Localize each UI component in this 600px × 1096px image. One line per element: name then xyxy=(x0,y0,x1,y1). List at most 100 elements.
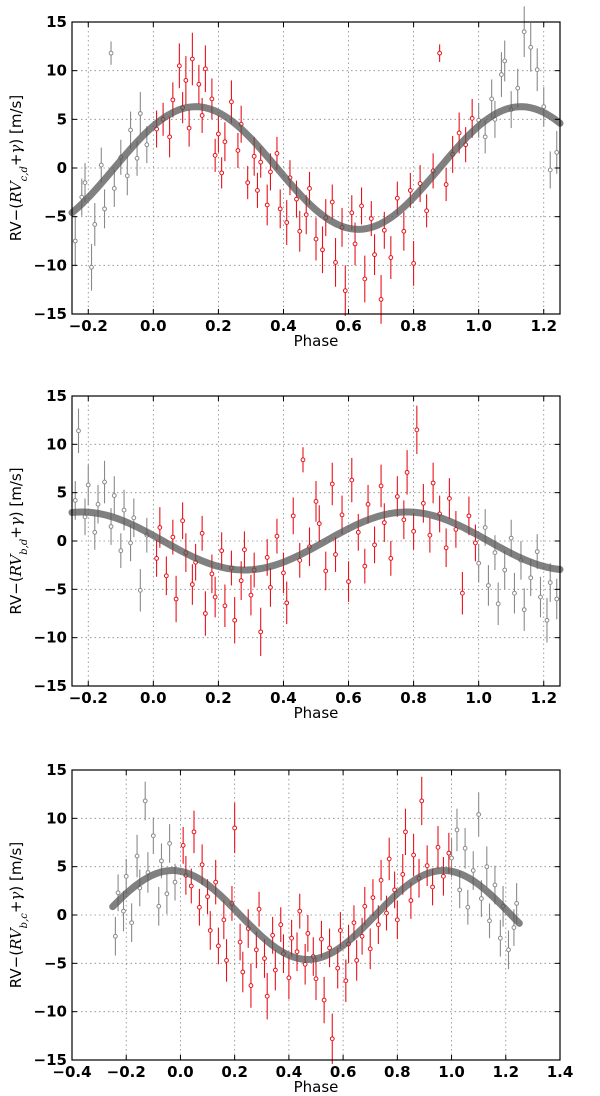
data-point xyxy=(248,592,254,598)
data-point xyxy=(277,206,283,212)
x-tick-label: −0.2 xyxy=(69,689,108,707)
data-point xyxy=(420,500,426,506)
data-point xyxy=(338,928,343,933)
data-point xyxy=(355,529,361,535)
data-point xyxy=(372,252,377,258)
data-point xyxy=(274,533,280,539)
data-point xyxy=(508,535,514,541)
y-axis-label-sub: b,c xyxy=(19,913,30,929)
y-tick-label: −5 xyxy=(44,580,67,598)
data-point xyxy=(365,501,371,507)
x-tick-label: 0.4 xyxy=(270,317,297,335)
chart-panel-1: −0.2 0.0 0.2 0.4 0.6 0.8 1.0 1.2 −15 −10 −5 0 5 10 15 P… xyxy=(7,6,564,350)
data-point xyxy=(482,134,488,140)
data-point xyxy=(441,873,446,879)
data-point xyxy=(219,170,225,176)
series-in-phase xyxy=(154,405,478,657)
data-point xyxy=(388,556,394,561)
data-point xyxy=(362,276,368,282)
data-point xyxy=(378,877,384,883)
data-point xyxy=(183,78,189,83)
data-point xyxy=(547,167,553,173)
data-point xyxy=(411,852,417,858)
data-point xyxy=(449,855,454,861)
data-point xyxy=(424,208,430,214)
data-point xyxy=(368,216,374,222)
y-tick-label: 5 xyxy=(57,110,67,128)
data-point xyxy=(278,922,284,928)
data-point xyxy=(85,482,91,488)
y-tick-label: 15 xyxy=(46,13,67,31)
data-point xyxy=(112,933,118,939)
y-tick-label: −5 xyxy=(44,954,67,972)
data-point xyxy=(497,935,503,941)
data-point xyxy=(238,578,244,584)
y-axis-label-suffix: ) [m/s] xyxy=(7,842,25,892)
data-point xyxy=(403,829,408,835)
y-axis-label: RV−(RVb,d+γ) [m/s] xyxy=(7,467,30,614)
data-point xyxy=(381,227,387,233)
data-point xyxy=(554,596,560,602)
data-point xyxy=(544,617,550,623)
chart-panel-3: −0.4 −0.2 0.0 0.2 0.4 0.6 0.8 1.0 1.2 1.4 −15 −10 −5… xyxy=(7,761,573,1096)
y-axis-label-prefix: RV−( xyxy=(7,576,25,614)
data-point xyxy=(302,961,308,967)
data-point xyxy=(121,908,126,914)
y-tick-label: −15 xyxy=(34,677,67,695)
y-tick-label: 0 xyxy=(57,532,67,550)
data-point xyxy=(319,936,324,942)
data-point xyxy=(286,975,292,981)
data-point xyxy=(224,958,229,963)
data-point xyxy=(333,552,338,557)
data-point xyxy=(248,983,254,988)
y-axis-label-suffix: ) [m/s] xyxy=(7,95,25,145)
data-point xyxy=(262,956,267,961)
data-point xyxy=(384,910,389,916)
data-point xyxy=(506,947,511,953)
data-point xyxy=(264,202,270,208)
data-point xyxy=(372,542,377,548)
data-point xyxy=(180,843,186,848)
x-tick-label: 0.2 xyxy=(205,689,232,707)
data-point xyxy=(378,297,384,302)
x-tick-label: 0.2 xyxy=(205,317,232,335)
data-point xyxy=(492,550,498,555)
data-point xyxy=(362,563,368,569)
data-point xyxy=(124,173,130,179)
data-point xyxy=(515,85,521,91)
data-point xyxy=(272,967,278,973)
data-point xyxy=(313,498,319,504)
data-point xyxy=(329,481,335,487)
data-point xyxy=(240,969,246,975)
x-tick-label: 0.0 xyxy=(140,689,167,707)
y-axis-label-rv: RV xyxy=(7,553,25,578)
series-wrapped xyxy=(72,6,560,291)
data-point xyxy=(378,483,384,489)
x-tick-label: 0.6 xyxy=(330,1063,357,1081)
data-point xyxy=(118,548,124,554)
data-point xyxy=(329,1036,335,1042)
data-point xyxy=(333,260,338,265)
data-point xyxy=(446,850,452,856)
y-axis-label-plus: + xyxy=(7,526,25,539)
y-tick-label: −10 xyxy=(34,1003,67,1021)
data-point xyxy=(245,180,251,186)
data-point xyxy=(131,515,137,521)
y-axis-label: RV−(RVb,c+γ) [m/s] xyxy=(7,842,30,988)
y-axis-label-plus: + xyxy=(7,154,25,167)
data-point xyxy=(258,159,264,165)
data-point xyxy=(294,949,300,955)
data-point xyxy=(134,155,140,161)
data-point xyxy=(534,549,540,555)
data-point xyxy=(411,260,417,266)
y-tick-label: −10 xyxy=(34,256,67,274)
data-point xyxy=(454,827,460,833)
data-point xyxy=(473,540,478,546)
x-tick-label: 1.2 xyxy=(530,689,557,707)
data-point xyxy=(534,67,540,73)
data-point xyxy=(437,50,443,56)
data-point xyxy=(170,534,176,540)
data-point xyxy=(264,993,270,999)
data-point xyxy=(167,841,173,846)
series-wrapped xyxy=(72,408,560,643)
